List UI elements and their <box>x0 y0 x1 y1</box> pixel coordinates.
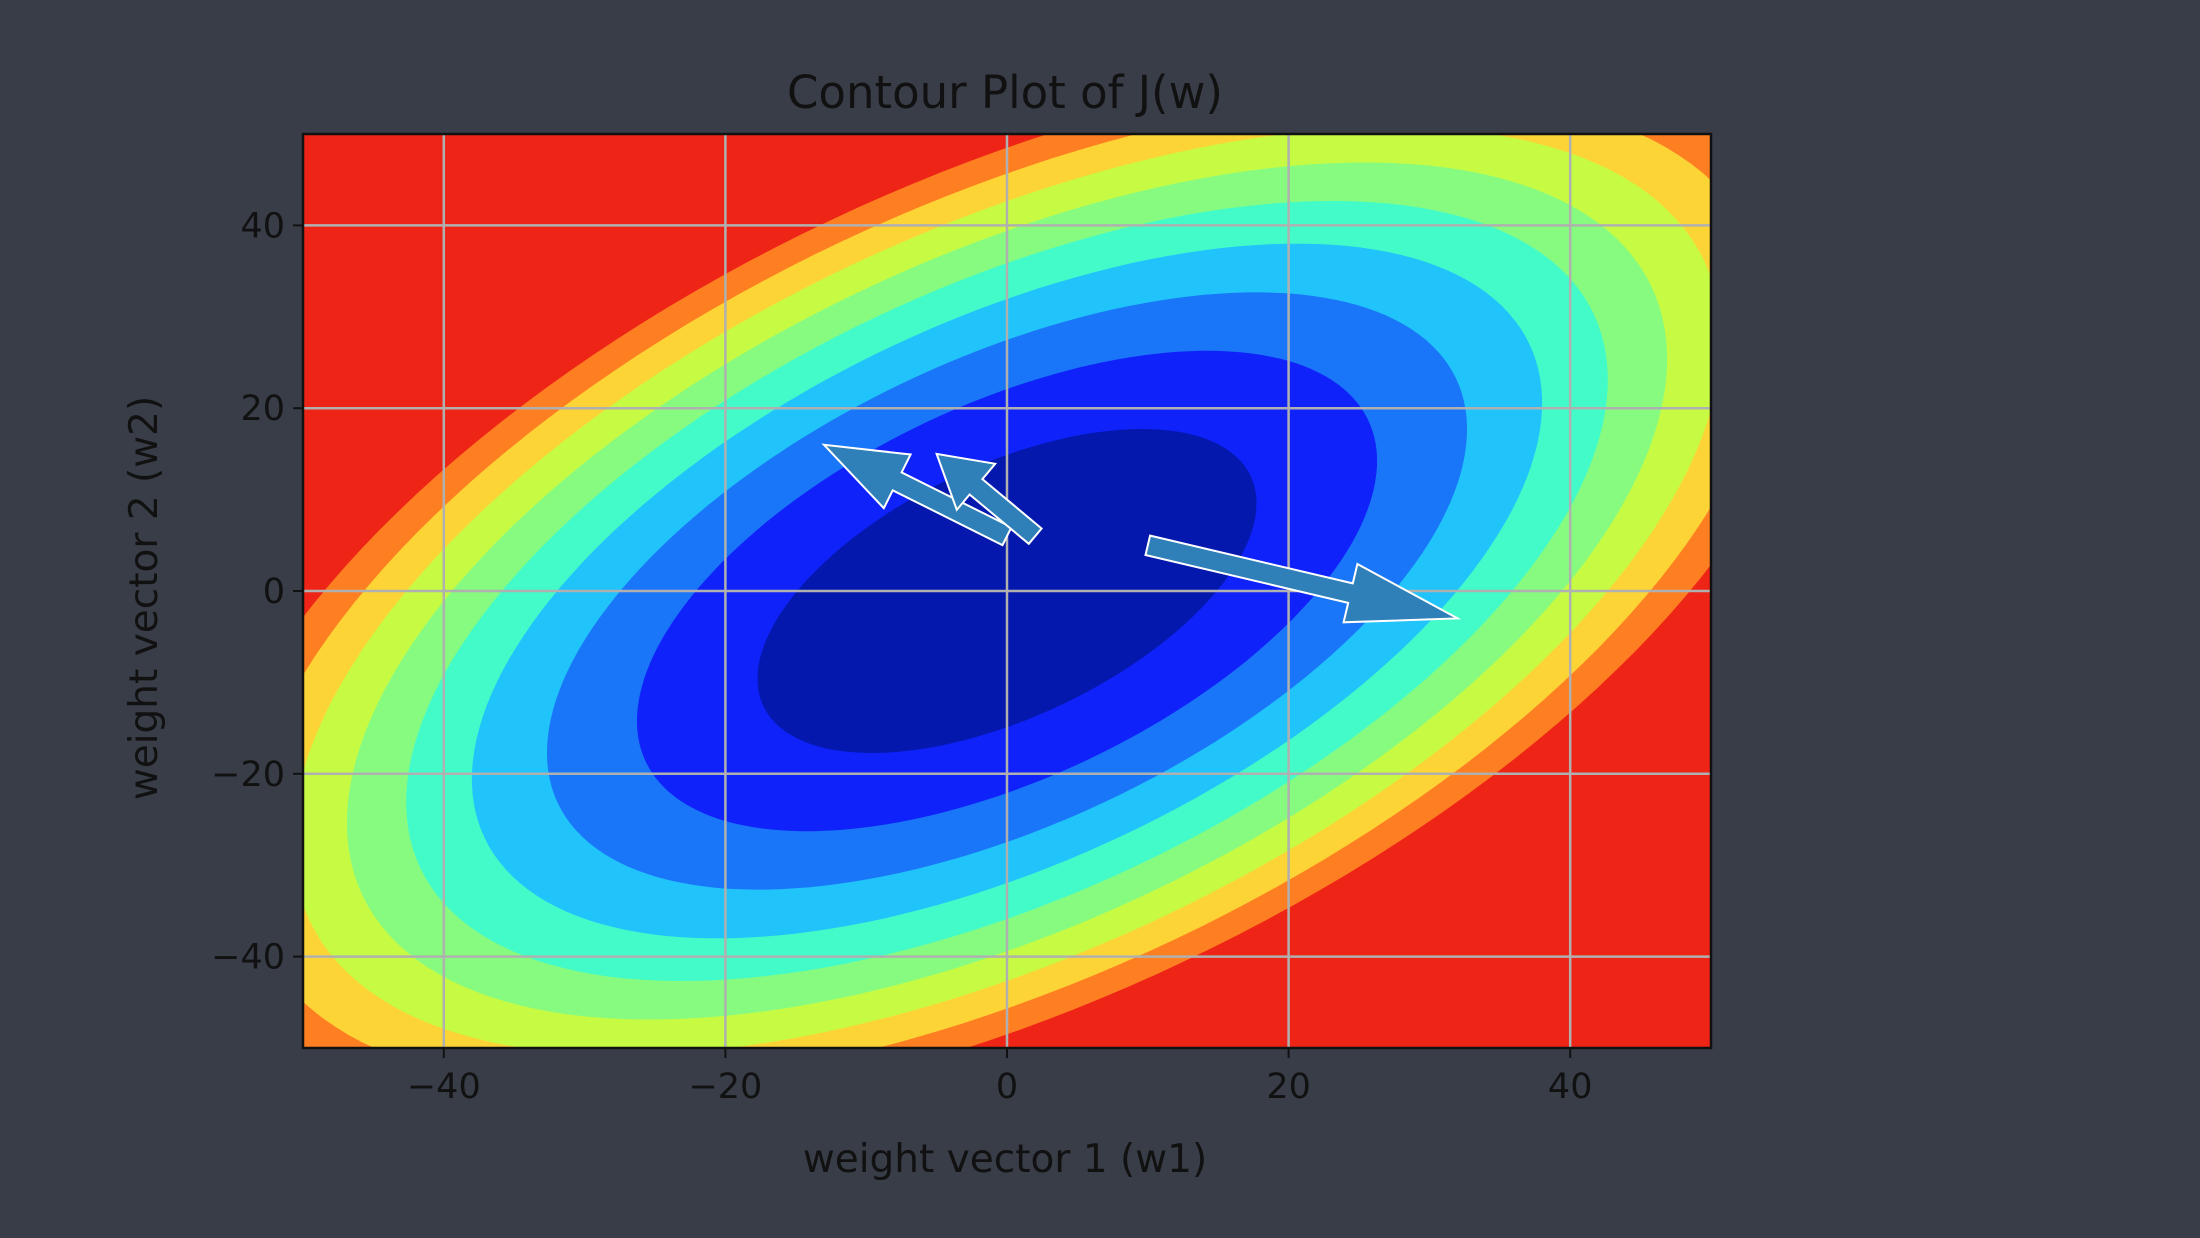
x-axis-ticks: −40 −20 0 20 40 <box>407 1048 1593 1107</box>
arrow-annotations <box>821 443 1462 624</box>
y-axis-ticks: −40 −20 0 20 40 <box>211 206 303 978</box>
x-tick-label-2: 0 <box>996 1067 1018 1107</box>
y-axis-label: weight vector 2 (w2) <box>122 396 167 800</box>
chart-title: Contour Plot of J(w) <box>787 66 1223 119</box>
x-axis-label: weight vector 1 (w1) <box>803 1137 1207 1182</box>
x-tick-label-4: 40 <box>1548 1067 1593 1107</box>
arrow-0 <box>821 443 1013 547</box>
y-tick-label-3: 20 <box>240 389 285 429</box>
x-tick-label-1: −20 <box>688 1067 762 1107</box>
y-tick-label-1: −20 <box>211 755 285 795</box>
y-tick-label-0: −40 <box>211 938 285 978</box>
x-tick-label-3: 20 <box>1266 1067 1311 1107</box>
y-tick-label-2: 0 <box>263 572 285 612</box>
grid-lines <box>303 134 1711 1048</box>
x-tick-label-0: −40 <box>407 1067 481 1107</box>
y-tick-label-4: 40 <box>240 206 285 246</box>
arrow-2 <box>1144 534 1462 624</box>
arrow-1 <box>935 452 1044 546</box>
